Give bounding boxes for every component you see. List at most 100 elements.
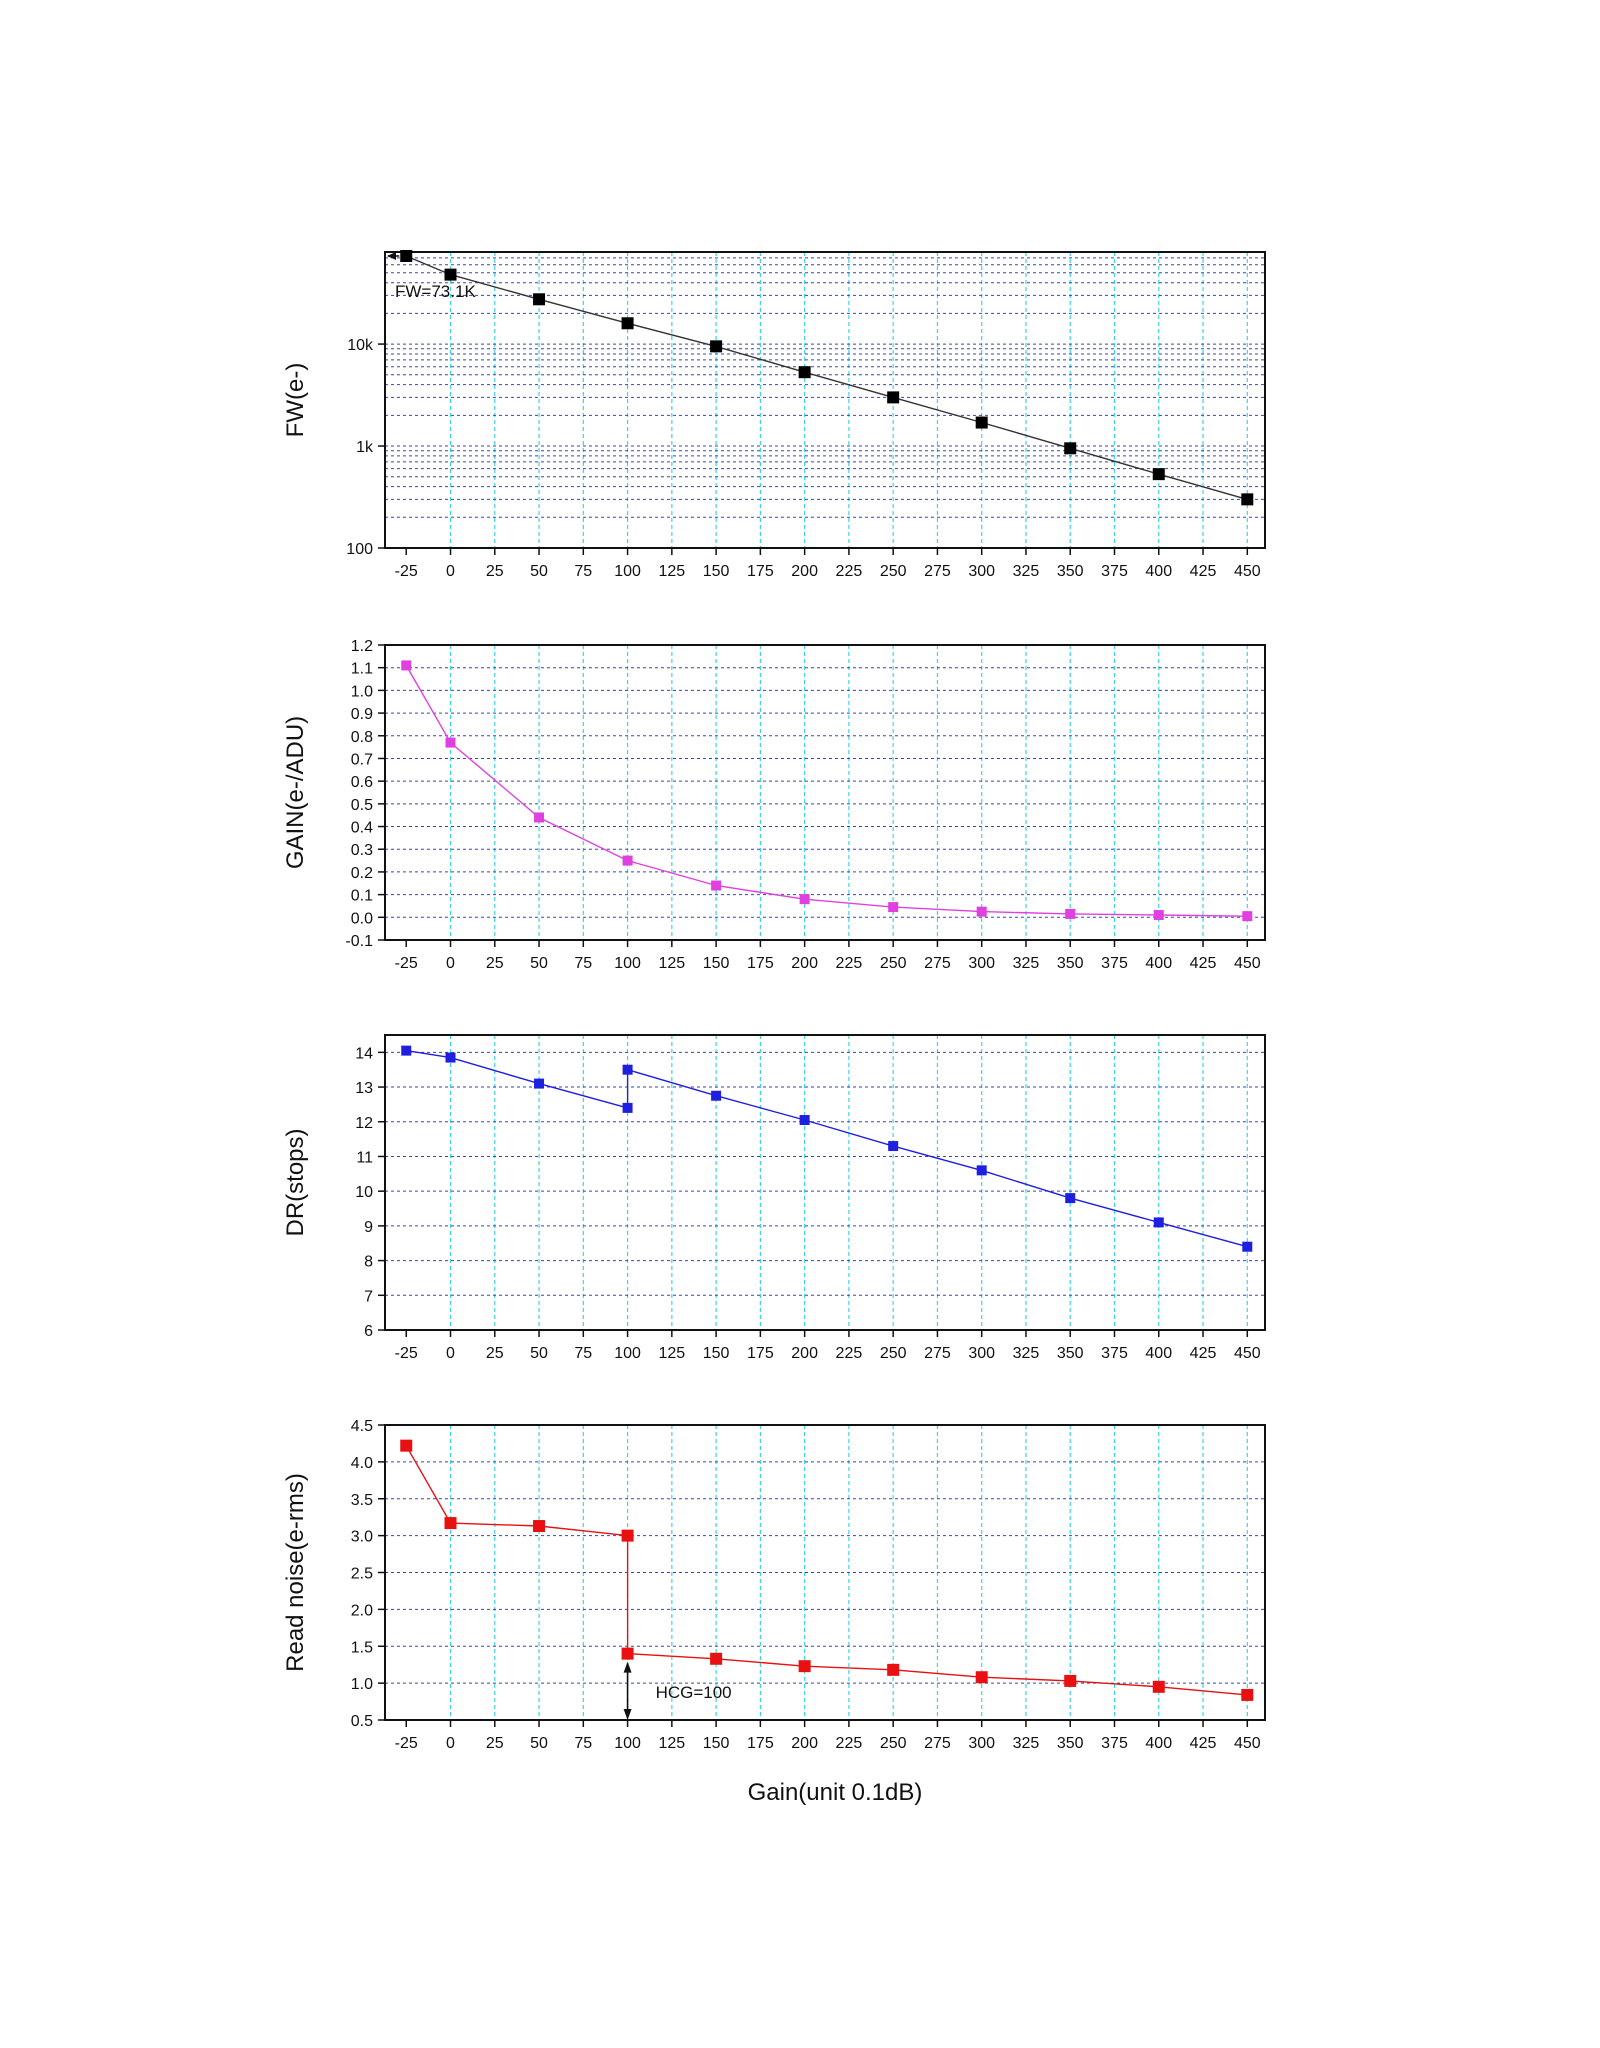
data-point [1064,1674,1077,1687]
y-axis-title: FW(e-) [282,363,309,438]
x-tick-label: 100 [614,1345,641,1362]
x-tick-label: 200 [791,955,818,972]
x-tick-label: 450 [1234,563,1261,580]
x-tick-label: 350 [1057,1345,1084,1362]
x-tick-label: 350 [1057,1735,1084,1752]
x-tick-label: 125 [658,563,685,580]
x-axis-title: Gain(unit 0.1dB) [748,1779,923,1806]
x-tick-label: 0 [446,563,455,580]
data-point [1152,468,1165,481]
y-tick-label: 100 [346,541,373,558]
y-tick-label: 0.8 [351,729,373,746]
x-tick-label: 350 [1057,563,1084,580]
y-tick-label: 0.5 [351,1713,373,1730]
x-tick-label: 400 [1145,1735,1172,1752]
x-tick-label: 300 [968,1345,995,1362]
data-point [1153,910,1164,921]
x-tick-label: 0 [446,1735,455,1752]
x-tick-label: 375 [1101,563,1128,580]
x-tick-label: 450 [1234,1345,1261,1362]
y-tick-label: 13 [355,1080,373,1097]
x-tick-label: 300 [968,1735,995,1752]
fw-chart: -25 0 25 50 75 100 125 150 175 200 225 250 275 300 325… [282,249,1266,580]
y-tick-label: 1.0 [351,683,373,700]
x-tick-label: 275 [924,955,951,972]
x-tick-label: 425 [1190,563,1217,580]
data-point [887,1663,900,1676]
x-tick-label: 225 [836,563,863,580]
y-tick-label: 1.1 [351,661,373,678]
x-tick-label: 275 [924,563,951,580]
x-tick-label: 75 [574,563,592,580]
y-tick-label: -0.1 [345,933,373,950]
y-tick-label: 2.5 [351,1566,373,1583]
x-tick-label: 400 [1145,563,1172,580]
y-tick-label: 10 [355,1184,373,1201]
y-axis-title: Read noise(e-rms) [282,1473,309,1672]
data-point [534,812,545,823]
x-tick-label: 250 [880,955,907,972]
data-point [975,1671,988,1684]
data-point [622,1102,633,1113]
plot-frame [384,251,1266,549]
data-point [622,855,633,866]
x-tick-label: 0 [446,955,455,972]
data-point [711,880,722,891]
y-tick-label: 9 [364,1219,373,1236]
y-tick-label: 1.0 [351,1676,373,1693]
data-point [799,894,810,905]
x-tick-label: 100 [614,1735,641,1752]
plot-frame [384,1034,1266,1331]
data-point [1242,1241,1253,1252]
hcg-arrow-head-up [623,1661,632,1673]
y-tick-label: 1k [356,439,374,456]
y-tick-label: 0.0 [351,910,373,927]
y-tick-label: 10k [347,337,374,354]
data-point [444,1517,457,1530]
x-tick-label: 300 [968,955,995,972]
x-tick-label: 300 [968,563,995,580]
x-tick-label: 450 [1234,1735,1261,1752]
x-tick-label: 0 [446,1345,455,1362]
x-tick-label: 100 [614,955,641,972]
x-tick-label: 250 [880,1345,907,1362]
data-point [798,1660,811,1673]
y-tick-label: 0.5 [351,797,373,814]
x-tick-label: 425 [1190,1735,1217,1752]
data-point [1065,1193,1076,1204]
y-tick-label: 0.4 [351,820,373,837]
x-tick-label: 25 [486,1735,504,1752]
data-point [445,1052,456,1063]
data-point [710,1652,723,1665]
fw-arrow-head [387,251,396,260]
x-tick-label: -25 [395,1345,418,1362]
y-tick-label: 8 [364,1254,373,1271]
x-tick-label: 175 [747,1345,774,1362]
x-tick-label: 250 [880,1735,907,1752]
gain-chart: -25 0 25 50 75 100 125 150 175 200 225 250 275 300 325… [282,638,1266,972]
x-tick-label: 200 [791,1345,818,1362]
plot-frame [384,644,1266,941]
y-axis-title: DR(stops) [282,1128,309,1236]
x-tick-label: 125 [658,955,685,972]
x-tick-label: 150 [703,955,730,972]
y-tick-label: 11 [356,1149,373,1166]
data-point [798,366,811,379]
x-tick-label: 225 [836,955,863,972]
x-tick-label: 325 [1013,1735,1040,1752]
dr-chart: -25 0 25 50 75 100 125 150 175 200 225 250 275 300 325… [282,1034,1266,1362]
data-point [622,1064,633,1075]
x-tick-label: 375 [1101,1735,1128,1752]
data-point [710,340,723,353]
data-point [1152,1680,1165,1693]
y-tick-label: 4.0 [351,1455,373,1472]
x-tick-label: -25 [395,955,418,972]
data-point [888,1141,899,1152]
x-tick-label: 25 [486,1345,504,1362]
hcg-arrow-head-down [623,1709,632,1720]
data-point [534,1078,545,1089]
x-tick-label: 50 [530,563,548,580]
x-tick-label: 450 [1234,955,1261,972]
x-tick-label: 400 [1145,955,1172,972]
